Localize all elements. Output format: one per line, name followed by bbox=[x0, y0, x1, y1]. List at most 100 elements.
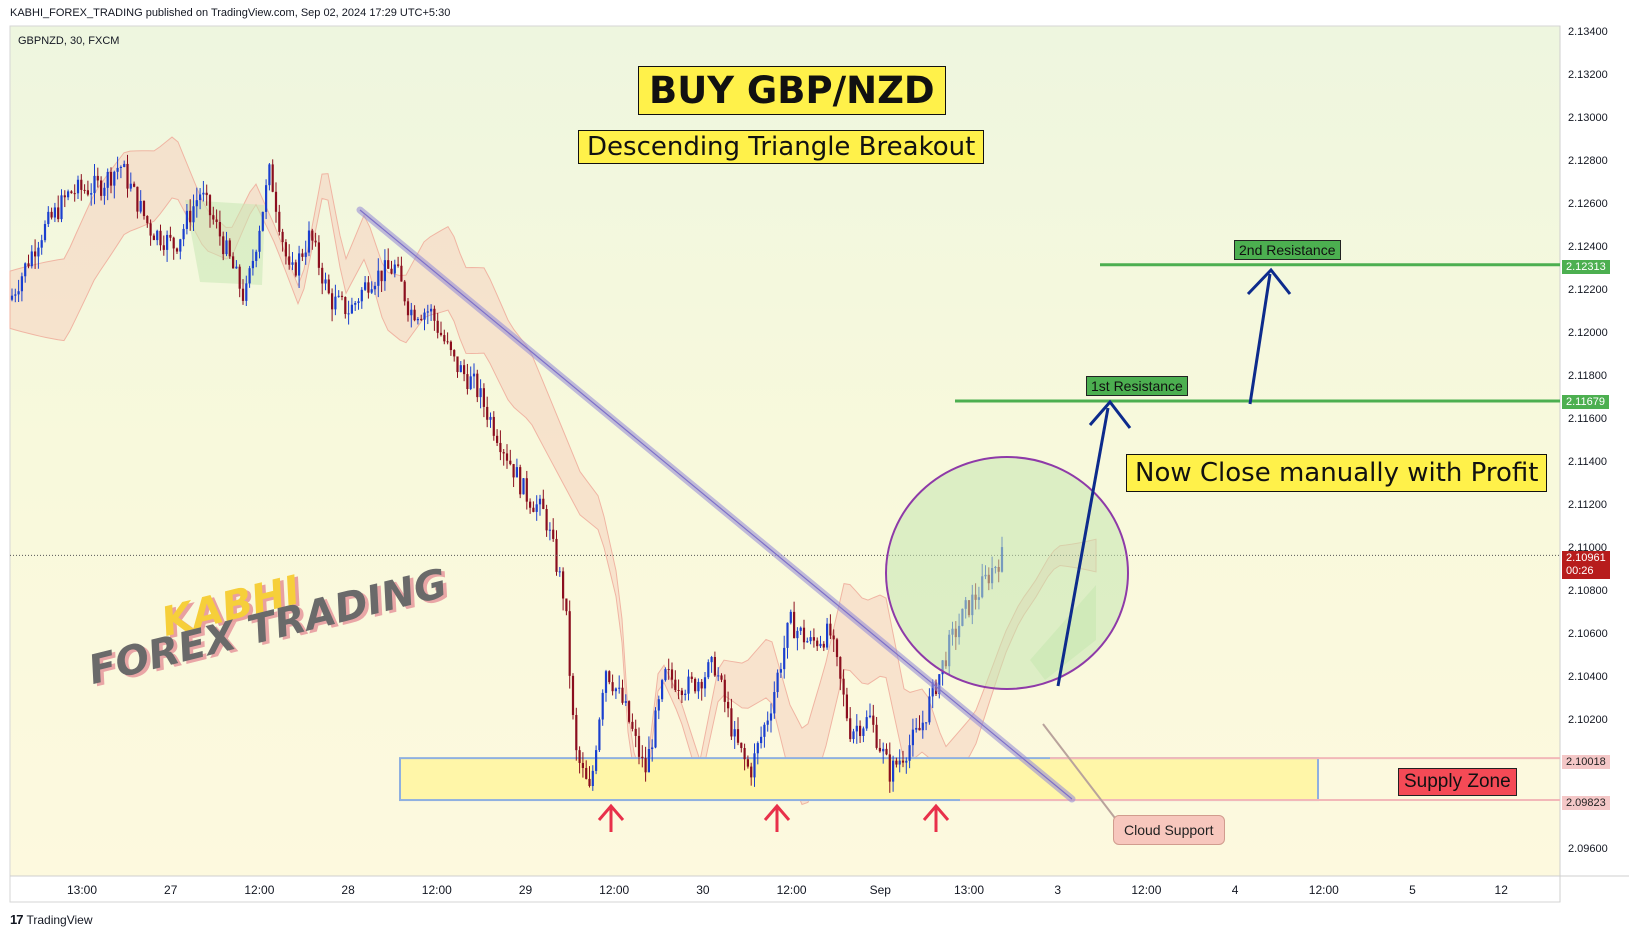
second-resistance-label: 2nd Resistance bbox=[1234, 240, 1341, 260]
candle-body bbox=[238, 266, 241, 289]
supply-zone-box bbox=[399, 757, 1319, 802]
candle-body bbox=[222, 236, 225, 255]
candle-body bbox=[67, 191, 70, 198]
candle-body bbox=[133, 183, 136, 187]
candle-body bbox=[228, 240, 231, 257]
candle-body bbox=[245, 283, 248, 301]
candle-body bbox=[199, 194, 202, 201]
candle-body bbox=[400, 265, 403, 282]
tradingview-logo-icon: 17 bbox=[10, 912, 24, 927]
candle-body bbox=[591, 770, 594, 787]
candle-body bbox=[192, 206, 195, 223]
candle-body bbox=[479, 388, 482, 398]
candle-body bbox=[908, 745, 911, 761]
second-resistance-price-tag: 2.12313 bbox=[1562, 260, 1610, 274]
candle-body bbox=[63, 195, 66, 198]
candle-body bbox=[93, 175, 96, 194]
candle-body bbox=[251, 260, 254, 269]
time-tick-label: 30 bbox=[696, 883, 710, 897]
candle-body bbox=[707, 662, 710, 678]
candle-body bbox=[938, 674, 941, 695]
candle-body bbox=[106, 171, 109, 188]
candle-body bbox=[90, 193, 93, 195]
candle-body bbox=[519, 467, 522, 495]
candle-body bbox=[835, 639, 839, 658]
candle-body bbox=[439, 332, 443, 336]
candle-body bbox=[872, 715, 875, 725]
time-tick-label: 3 bbox=[1054, 883, 1061, 897]
price-tick-label: 2.13200 bbox=[1568, 69, 1608, 81]
supply-zone bbox=[399, 757, 1560, 802]
candle-body bbox=[202, 192, 205, 195]
candle-body bbox=[205, 192, 208, 196]
tradingview-footer[interactable]: 17 TradingView bbox=[10, 912, 93, 927]
candle-body bbox=[324, 279, 327, 284]
candle-body bbox=[545, 509, 548, 531]
time-tick-label: 12:00 bbox=[599, 883, 629, 897]
projection-arrow-1 bbox=[1056, 407, 1110, 687]
candle-body bbox=[928, 696, 931, 723]
candle-body bbox=[690, 676, 693, 679]
price-tick-label: 2.10600 bbox=[1568, 628, 1608, 640]
candle-body bbox=[182, 228, 185, 240]
candle-body bbox=[720, 675, 723, 680]
candle-body bbox=[281, 231, 284, 243]
candle-body bbox=[463, 365, 466, 375]
candle-body bbox=[598, 719, 601, 751]
candle-body bbox=[558, 571, 561, 573]
candle-body bbox=[142, 200, 146, 217]
candle-body bbox=[661, 680, 664, 700]
price-tick-label: 2.10400 bbox=[1568, 671, 1608, 683]
candle-body bbox=[931, 682, 934, 697]
candle-body bbox=[644, 758, 647, 773]
candle-body bbox=[773, 692, 776, 714]
candle-body bbox=[162, 245, 165, 250]
candle-body bbox=[291, 262, 294, 265]
candle-body bbox=[783, 647, 786, 670]
candle-body bbox=[360, 289, 363, 302]
candle-body bbox=[634, 728, 637, 736]
candle-body bbox=[410, 309, 413, 316]
candle-body bbox=[57, 207, 60, 220]
candle-body bbox=[806, 641, 809, 643]
candle-body bbox=[793, 611, 796, 639]
price-tick-label: 2.10800 bbox=[1568, 585, 1608, 597]
candle-body bbox=[456, 356, 459, 373]
candle-body bbox=[895, 760, 898, 765]
candle-body bbox=[585, 767, 588, 779]
candle-body bbox=[30, 251, 33, 267]
candle-body bbox=[816, 640, 819, 647]
candle-body bbox=[766, 720, 769, 725]
candle-body bbox=[750, 766, 753, 778]
candle-body bbox=[796, 630, 799, 639]
candle-body bbox=[799, 627, 802, 631]
candle-body bbox=[116, 167, 119, 172]
candle-body bbox=[756, 743, 759, 754]
candle-body bbox=[667, 669, 670, 671]
candle-body bbox=[684, 693, 687, 696]
candle-body bbox=[50, 211, 53, 218]
candle-body bbox=[868, 715, 872, 718]
candle-body bbox=[611, 682, 614, 692]
candle-body bbox=[571, 675, 575, 715]
candle-body bbox=[340, 295, 344, 298]
chart-title: BUY GBP/NZD bbox=[638, 66, 946, 115]
chart-subtitle: Descending Triangle Breakout bbox=[578, 130, 985, 164]
candle-body bbox=[489, 416, 492, 420]
candle-body bbox=[680, 690, 683, 696]
candle-body bbox=[829, 623, 832, 636]
candle-body bbox=[459, 365, 462, 373]
time-tick-label: 12:00 bbox=[1131, 883, 1161, 897]
candle-body bbox=[502, 452, 505, 454]
candle-body bbox=[499, 442, 502, 453]
candle-body bbox=[595, 750, 598, 771]
candle-body bbox=[34, 251, 37, 257]
price-axis: 2.13400 2.13200 2.13000 2.12800 2.12600 2.124… bbox=[1568, 26, 1608, 855]
candle-body bbox=[337, 295, 340, 297]
candle-body bbox=[24, 263, 27, 277]
candle-body bbox=[852, 731, 855, 740]
candle-body bbox=[740, 742, 743, 749]
candle-body bbox=[697, 681, 700, 692]
time-axis: 13:00 27 12:00 28 12:00 29 12:00 30 12:00 Sep 13:0… bbox=[67, 883, 1508, 897]
